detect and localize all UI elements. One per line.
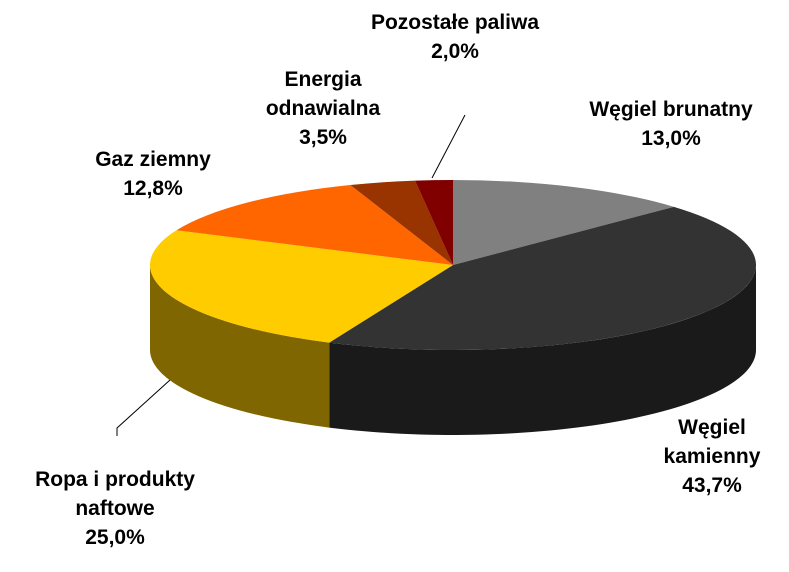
slice bbox=[149, 230, 453, 343]
walls bbox=[149, 265, 756, 435]
value-label: 13,0% bbox=[641, 127, 701, 150]
slice bbox=[329, 206, 757, 351]
leader-line bbox=[116, 379, 171, 436]
leader-line bbox=[431, 114, 466, 179]
data-label: Węgiel brunatny 13,0% bbox=[541, 95, 789, 153]
tops bbox=[149, 180, 757, 351]
data-label: Ropa i produkty naftowe 25,0% bbox=[0, 465, 235, 552]
data-label: Gaz ziemny 12,8% bbox=[53, 145, 253, 203]
value-label: 2,0% bbox=[431, 40, 479, 63]
data-label: Węgiel kamienny 43,7% bbox=[642, 413, 782, 500]
value-label: 3,5% bbox=[299, 126, 347, 149]
slice bbox=[350, 180, 453, 265]
data-label: Energia odnawialna 3,5% bbox=[248, 65, 398, 152]
slice-side bbox=[149, 265, 330, 428]
category-label: Węgiel kamienny bbox=[663, 416, 761, 468]
value-label: 43,7% bbox=[682, 474, 742, 497]
value-label: 25,0% bbox=[85, 526, 145, 549]
category-label: Pozostałe paliwa bbox=[370, 11, 540, 34]
category-label: Gaz ziemny bbox=[95, 148, 211, 171]
slice-side bbox=[329, 265, 756, 435]
category-label: Węgiel brunatny bbox=[589, 98, 753, 121]
slice bbox=[176, 185, 453, 265]
category-label: Ropa i produkty naftowe bbox=[35, 468, 195, 520]
slice bbox=[415, 180, 453, 265]
value-label: 12,8% bbox=[123, 177, 183, 200]
data-label: Pozostałe paliwa 2,0% bbox=[335, 8, 575, 66]
slice bbox=[453, 180, 674, 265]
category-label: Energia odnawialna bbox=[265, 68, 381, 120]
